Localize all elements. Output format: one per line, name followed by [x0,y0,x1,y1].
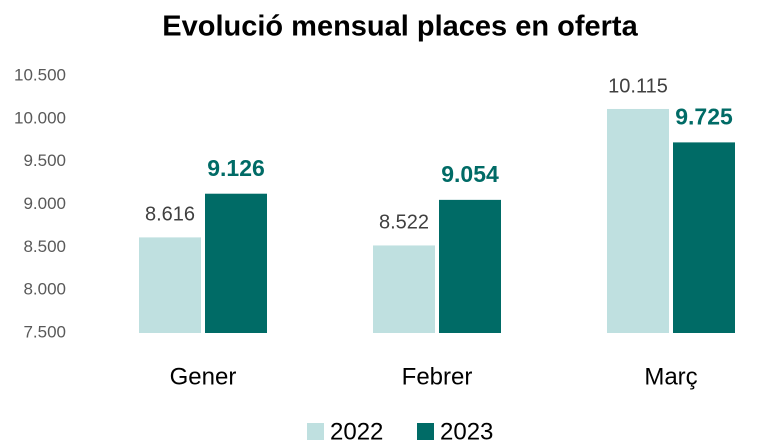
legend-swatch [417,423,434,440]
y-tick-label: 9.500 [23,151,66,170]
bar [673,142,735,333]
x-tick-label: Gener [170,363,237,390]
bar [205,193,267,333]
x-tick-label: Febrer [402,363,473,390]
y-tick-label: 8.000 [23,280,66,299]
y-tick-label: 7.500 [23,322,66,341]
chart-title: Evolució mensual places en oferta [162,11,638,43]
value-label: 9.054 [441,161,499,187]
y-tick-label: 10.500 [14,65,66,84]
y-tick-label: 10.000 [14,108,66,127]
bar [373,245,435,333]
value-label: 9.126 [207,155,265,181]
x-tick-label: Març [644,363,697,390]
legend-label: 2022 [330,418,383,445]
value-label: 10.115 [608,75,668,97]
legend-label: 2023 [440,418,493,445]
y-tick-label: 8.500 [23,237,66,256]
legend-swatch [307,423,324,440]
bar [139,237,201,333]
y-tick-label: 9.000 [23,194,66,213]
value-label: 8.522 [379,212,429,234]
bar [439,199,501,333]
value-label: 8.616 [145,204,195,226]
value-label: 9.725 [675,103,733,129]
bar [607,108,669,334]
